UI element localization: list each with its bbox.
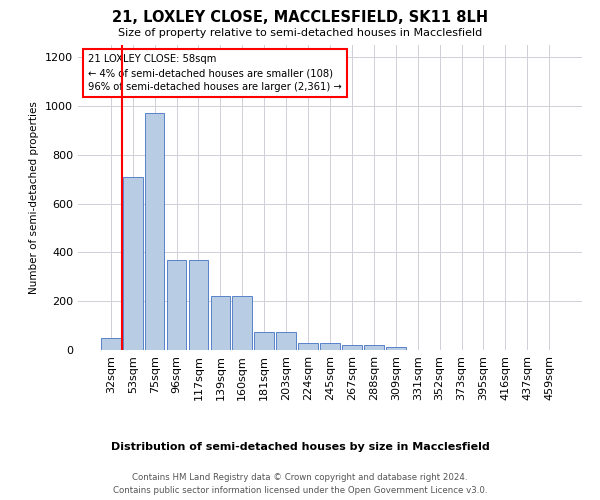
Y-axis label: Number of semi-detached properties: Number of semi-detached properties [29,101,40,294]
Bar [254,332,274,350]
Bar [364,345,384,350]
Text: Distribution of semi-detached houses by size in Macclesfield: Distribution of semi-detached houses by … [110,442,490,452]
Bar [298,342,318,350]
Bar [276,332,296,350]
Bar [232,296,252,350]
Text: 21 LOXLEY CLOSE: 58sqm
← 4% of semi-detached houses are smaller (108)
96% of sem: 21 LOXLEY CLOSE: 58sqm ← 4% of semi-deta… [88,54,342,92]
Bar [167,260,187,350]
Bar [386,347,406,350]
Bar [101,338,121,350]
Bar [342,345,362,350]
Text: Contains public sector information licensed under the Open Government Licence v3: Contains public sector information licen… [113,486,487,495]
Bar [320,342,340,350]
Bar [211,296,230,350]
Bar [188,260,208,350]
Text: Contains HM Land Registry data © Crown copyright and database right 2024.: Contains HM Land Registry data © Crown c… [132,472,468,482]
Text: Size of property relative to semi-detached houses in Macclesfield: Size of property relative to semi-detach… [118,28,482,38]
Text: 21, LOXLEY CLOSE, MACCLESFIELD, SK11 8LH: 21, LOXLEY CLOSE, MACCLESFIELD, SK11 8LH [112,10,488,25]
Bar [145,114,164,350]
Bar [123,177,143,350]
